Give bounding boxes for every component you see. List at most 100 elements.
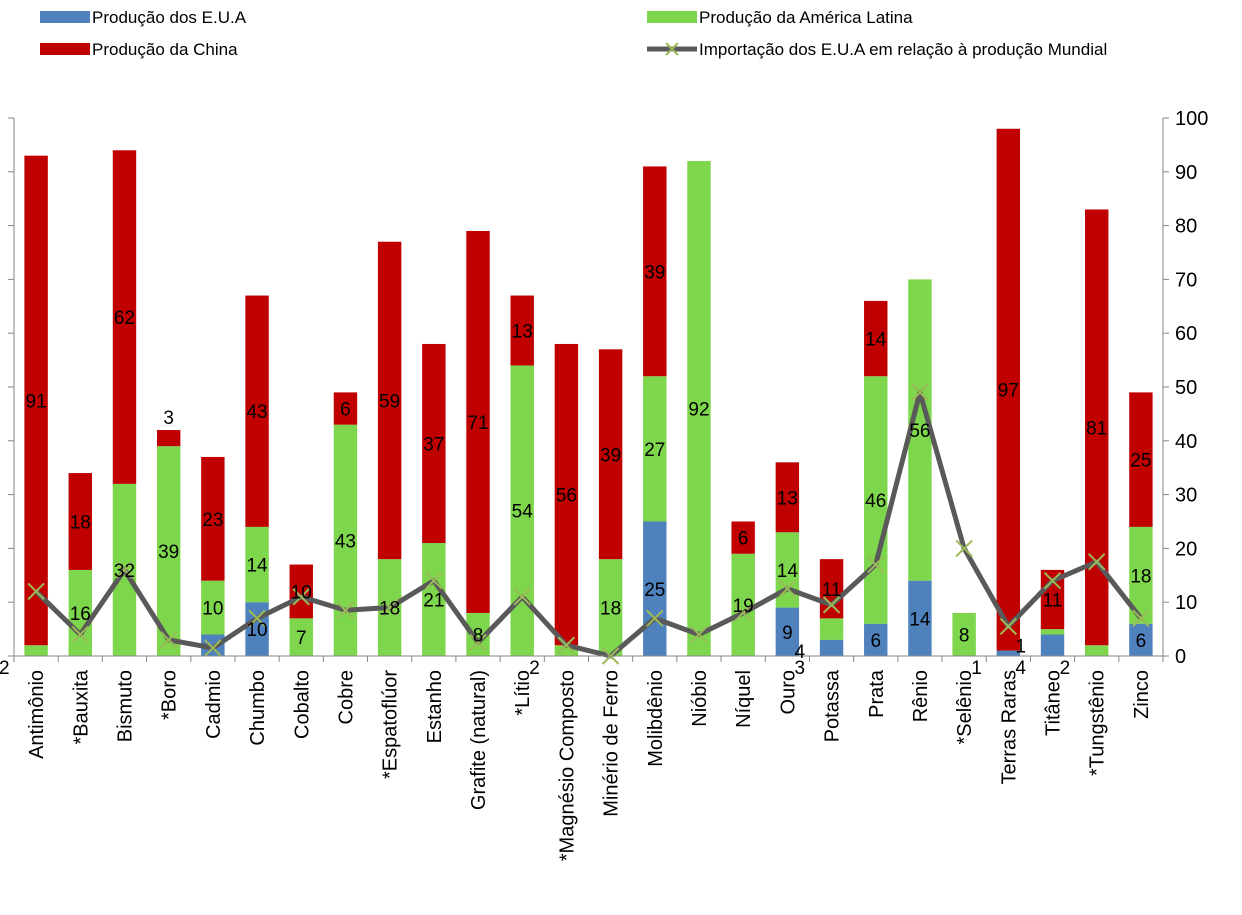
bar-producao-da-america-latina-prata: [864, 376, 888, 624]
x-tick-label-renio: Rênio: [910, 670, 932, 722]
data-label-producao-da-china-litio: 13: [512, 322, 533, 343]
line-marker-prata: [867, 555, 885, 574]
data-label-producao-da-china-grafite-natural: 71: [467, 413, 488, 434]
bar-producao-da-china-bismuto: [112, 150, 137, 484]
data-label-producao-da-china-terras-raras: 97: [998, 381, 1019, 402]
line-marker-grafite-natural: [469, 633, 487, 652]
data-label-producao-da-china-ouro: 13: [777, 488, 798, 509]
data-label-producao-dos-e-u-a-zinco: 6: [1136, 631, 1147, 652]
x-tick-label-tungstenio: *Tungstênio: [1087, 670, 1109, 776]
bars-layer: [24, 128, 1153, 657]
bar-producao-da-china-magnesio-composto: [554, 343, 579, 646]
marker-stroke: [469, 633, 487, 652]
x-tick-label-titaneo: Titâneo: [1043, 670, 1065, 736]
marker-stroke: [557, 636, 576, 654]
data-label-producao-da-china-antimonio: 91: [26, 391, 47, 412]
line-marker-litio: [513, 588, 531, 606]
bar-producao-da-china-chumbo: [245, 295, 269, 527]
x-tick-label-chumbo: Chumbo: [247, 670, 269, 746]
data-label-producao-da-america-latina-molibdenio: 27: [644, 440, 665, 461]
bar-producao-da-america-latina-cadmio: [201, 580, 225, 635]
x-tick-label-boro: *Boro: [159, 670, 181, 720]
x-axis-labels: Antimônio *Bauxita Bismuto *Boro Cadmio Chumb…: [26, 669, 1153, 861]
x-tick-label-cobre: Cobre: [335, 670, 357, 724]
data-label-producao-da-america-latina-magnesio-composto: 2: [529, 658, 540, 679]
data-label-producao-da-america-latina-cadmio: 10: [202, 599, 223, 620]
marker-stroke: [425, 571, 443, 590]
x-tick-label-litio: *Lítio: [512, 670, 534, 716]
data-label-producao-da-china-estanho: 37: [423, 434, 444, 455]
bar-producao-dos-e-u-a-ouro: [775, 607, 800, 656]
bar-producao-da-china-grafite-natural: [466, 230, 490, 613]
legend-swatch: [40, 11, 90, 23]
data-labels-layer: 2911618326239310231014437104361859213787…: [0, 262, 1151, 679]
bar-producao-da-china-zinco: [1129, 392, 1153, 527]
legend-label: Produção da China: [92, 40, 238, 59]
data-label-producao-dos-e-u-a-titaneo: 4: [1015, 658, 1026, 679]
x-tick-label-potassa: Potassa: [822, 669, 844, 742]
legend-item-producao-da-china: Produção da China: [40, 40, 238, 59]
data-label-producao-da-china-molibdenio: 39: [644, 262, 665, 283]
x-tick-label-espatofluor: *Espatoflúor: [380, 670, 402, 779]
line-marker-renio: [911, 383, 929, 402]
data-label-producao-da-china-prata: 14: [865, 330, 887, 351]
y-tick-label: 70: [1175, 269, 1197, 291]
data-label-producao-da-china-magnesio-composto: 56: [556, 486, 577, 507]
data-label-producao-da-america-latina-antimonio: 2: [0, 658, 10, 679]
line-marker-cadmio: [204, 639, 222, 657]
data-label-producao-da-america-latina-espatofluor: 18: [379, 599, 400, 620]
y-tick-label: 10: [1175, 592, 1197, 614]
data-label-producao-da-america-latina-litio: 54: [512, 502, 534, 523]
line-marker-tungstenio: [1088, 553, 1106, 571]
x-tick-label-niquel: Níquel: [733, 670, 755, 728]
data-label-producao-da-america-latina-estanho: 21: [423, 591, 444, 612]
data-label-producao-da-china-chumbo: 43: [246, 402, 267, 423]
data-label-producao-dos-e-u-a-prata: 6: [870, 631, 881, 652]
data-label-producao-dos-e-u-a-terras-raras: 1: [971, 658, 982, 679]
bar-producao-da-america-latina-grafite-natural: [466, 612, 490, 656]
x-tick-label-bismuto: Bismuto: [114, 670, 136, 742]
marker-stroke: [159, 631, 178, 649]
marker-stroke: [71, 625, 89, 644]
line-marker-estanho: [425, 571, 443, 590]
x-tick-label-estanho: Estanho: [424, 670, 446, 743]
x-tick-label-magnesio-composto: *Magnésio Composto: [556, 670, 578, 861]
data-label-producao-da-china-zinco: 25: [1130, 451, 1151, 472]
bar-producao-da-china-prata: [864, 300, 888, 377]
y-tick-label: 40: [1175, 431, 1197, 453]
line-marker-bauxita: [71, 625, 89, 644]
legend-item-producao-dos-e-u-a: Produção dos E.U.A: [40, 8, 247, 27]
x-tick-label-bauxita: *Bauxita: [70, 669, 92, 744]
data-label-producao-da-china-cobre: 6: [340, 400, 351, 421]
data-label-producao-da-america-latina-cobalto: 7: [296, 628, 307, 649]
data-label-producao-da-america-latina-minerio-de-ferro: 18: [600, 599, 621, 620]
data-label-producao-da-america-latina-cobre: 43: [335, 531, 356, 552]
marker-stroke: [1043, 571, 1062, 590]
y-tick-label: 50: [1175, 377, 1197, 399]
line-marker-cobalto: [292, 588, 310, 606]
data-label-producao-da-america-latina-renio: 56: [909, 421, 930, 442]
y-tick-label: 100: [1175, 108, 1208, 130]
data-label-producao-da-america-latina-titaneo: 1: [1015, 636, 1026, 657]
data-label-producao-da-china-niquel: 6: [738, 529, 749, 550]
data-label-producao-da-china-cadmio: 23: [202, 510, 223, 531]
data-label-producao-dos-e-u-a-molibdenio: 25: [644, 580, 665, 601]
bar-producao-da-america-latina-zinco: [1129, 526, 1153, 624]
data-label-producao-da-america-latina-bauxita: 16: [70, 604, 91, 625]
bar-producao-da-america-latina-niquel: [731, 553, 755, 656]
x-tick-label-selenio: *Selênio: [954, 670, 976, 745]
marker-stroke: [778, 580, 797, 598]
marker-stroke: [690, 625, 708, 644]
bar-producao-da-america-latina-estanho: [422, 543, 446, 656]
line-marker-terras-raras: [999, 617, 1018, 636]
bar-producao-da-china-ouro: [775, 462, 800, 533]
data-label-producao-da-america-latina-niobio: 92: [688, 400, 709, 421]
bar-producao-da-america-latina-antimonio: [24, 645, 48, 656]
marker-stroke: [999, 617, 1018, 636]
line-marker-molibdenio: [646, 609, 664, 628]
bar-producao-da-america-latina-chumbo: [245, 526, 269, 603]
line-marker-bismuto: [115, 561, 134, 579]
line-marker-boro: [159, 631, 178, 649]
data-label-producao-da-china-bismuto: 62: [114, 308, 135, 329]
